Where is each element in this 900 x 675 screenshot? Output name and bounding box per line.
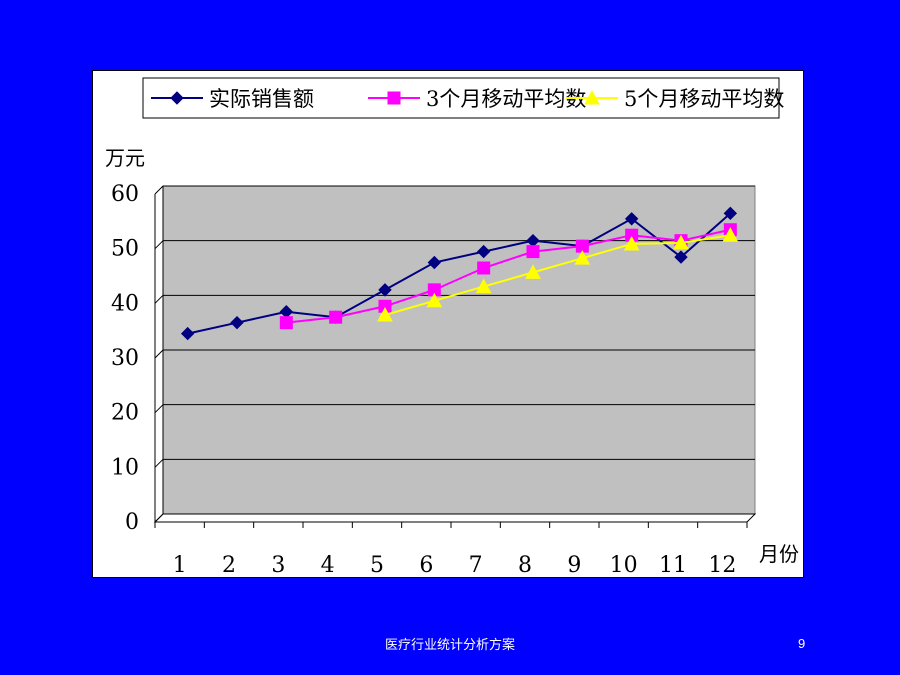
y-tick-label: 40 <box>111 291 139 316</box>
data-point <box>475 278 492 294</box>
data-point <box>723 206 738 221</box>
data-point <box>427 255 442 270</box>
x-tick-label: 4 <box>321 553 335 577</box>
gridline-side <box>154 294 164 304</box>
footer-title: 医疗行业统计分析方案 <box>384 638 515 653</box>
data-point <box>624 212 639 226</box>
data-point <box>477 261 491 275</box>
gridline-side <box>154 404 164 414</box>
series-line <box>187 212 731 335</box>
data-point <box>170 91 184 105</box>
y-tick-label: 60 <box>111 182 139 207</box>
data-point <box>329 310 343 324</box>
x-tick-label: 8 <box>518 553 532 577</box>
page-number: 9 <box>798 636 806 651</box>
x-tick-label: 2 <box>222 553 236 577</box>
data-point <box>378 283 392 297</box>
gridline-side <box>154 513 164 523</box>
legend-label: 3个月移动平均数 <box>426 87 586 111</box>
x-tick-label: 1 <box>173 553 187 577</box>
chart-container: 0 10 20 30 40 50 60 1 2 3 4 5 6 7 8 9 10 11 12 万元 月份 实际销售额 3个月… <box>92 70 804 578</box>
gridline-side <box>154 349 164 359</box>
y-tick-label: 10 <box>111 455 139 480</box>
x-tick-label: 7 <box>469 553 483 577</box>
data-point <box>525 264 541 279</box>
data-point <box>377 306 393 322</box>
y-tick-label: 0 <box>125 510 139 535</box>
data-point <box>279 316 293 330</box>
series-line <box>286 228 731 324</box>
x-axis-title: 月份 <box>759 542 799 566</box>
data-point <box>674 250 688 264</box>
y-axis-title: 万元 <box>105 146 145 170</box>
x-tick-label: 9 <box>567 553 581 577</box>
gridline-side <box>154 185 164 195</box>
plot-floor <box>153 513 757 523</box>
series-line <box>384 234 731 316</box>
data-point <box>673 234 689 250</box>
data-point <box>180 326 195 341</box>
data-point <box>426 292 443 308</box>
x-tick-label: 3 <box>271 553 285 577</box>
x-tick-label: 6 <box>419 553 433 577</box>
data-point <box>230 315 244 330</box>
legend-label: 5个月移动平均数 <box>624 87 784 111</box>
gridline-side <box>154 458 164 468</box>
legend-label: 实际销售额 <box>209 87 314 111</box>
data-point <box>574 250 591 265</box>
data-point <box>623 235 640 251</box>
data-point <box>476 244 491 259</box>
x-tick-label: 10 <box>610 553 638 577</box>
legend <box>142 77 780 119</box>
gridline-side <box>154 240 164 250</box>
y-tick-label: 30 <box>111 346 139 371</box>
x-tick-label: 12 <box>708 553 736 577</box>
data-point <box>526 245 540 259</box>
y-tick-label: 20 <box>111 401 139 426</box>
x-tick-label: 5 <box>370 553 384 577</box>
x-tick-label: 11 <box>659 553 687 577</box>
data-point <box>584 89 600 105</box>
data-point <box>387 91 401 105</box>
data-point <box>722 227 739 242</box>
y-tick-label: 50 <box>111 237 139 262</box>
